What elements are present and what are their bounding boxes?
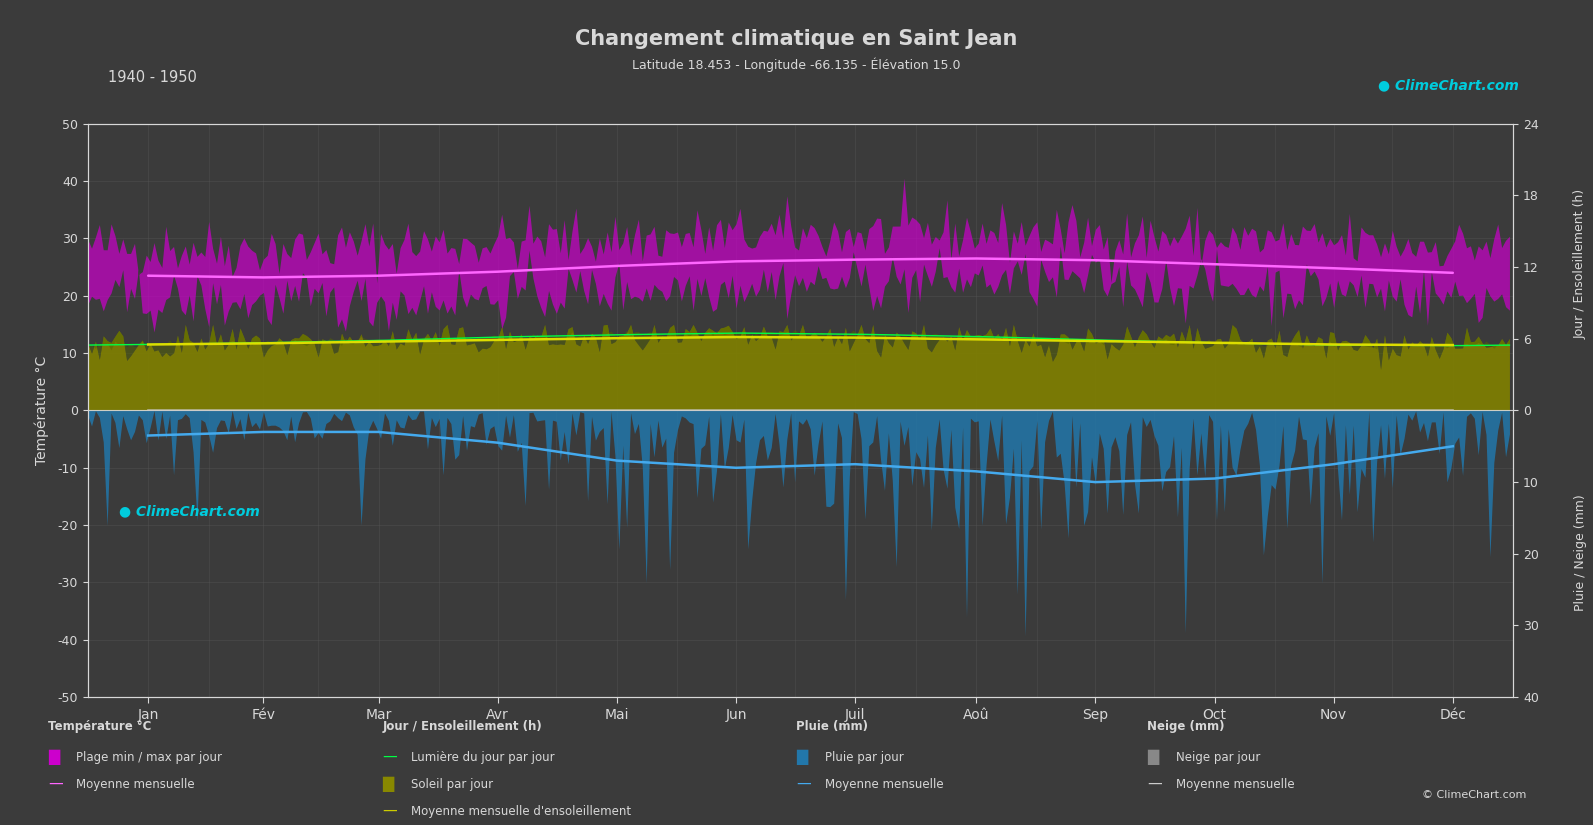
Text: Température °C: Température °C (48, 720, 151, 733)
Text: █: █ (382, 776, 393, 792)
Text: Moyenne mensuelle d'ensoleillement: Moyenne mensuelle d'ensoleillement (411, 805, 631, 818)
Text: © ClimeChart.com: © ClimeChart.com (1421, 790, 1526, 800)
Text: Pluie (mm): Pluie (mm) (796, 720, 868, 733)
Text: ● ClimeChart.com: ● ClimeChart.com (1378, 78, 1518, 92)
Text: Pluie par jour: Pluie par jour (825, 751, 903, 764)
Text: Neige (mm): Neige (mm) (1147, 720, 1225, 733)
Text: Moyenne mensuelle: Moyenne mensuelle (76, 778, 194, 791)
Text: Jour / Ensoleillement (h): Jour / Ensoleillement (h) (1574, 189, 1587, 339)
Text: —: — (48, 776, 62, 791)
Text: Latitude 18.453 - Longitude -66.135 - Élévation 15.0: Latitude 18.453 - Longitude -66.135 - Él… (632, 58, 961, 73)
Text: 1940 - 1950: 1940 - 1950 (108, 70, 198, 85)
Text: █: █ (796, 749, 808, 765)
Text: Pluie / Neige (mm): Pluie / Neige (mm) (1574, 494, 1587, 611)
Text: █: █ (48, 749, 59, 765)
Text: Plage min / max par jour: Plage min / max par jour (76, 751, 223, 764)
Text: Changement climatique en Saint Jean: Changement climatique en Saint Jean (575, 29, 1018, 49)
Text: ● ClimeChart.com: ● ClimeChart.com (119, 505, 260, 518)
Text: —: — (382, 748, 397, 764)
Y-axis label: Température °C: Température °C (35, 356, 49, 465)
Text: █: █ (1147, 749, 1158, 765)
Text: —: — (1147, 776, 1161, 791)
Text: Neige par jour: Neige par jour (1176, 751, 1260, 764)
Text: —: — (796, 776, 811, 791)
Text: Moyenne mensuelle: Moyenne mensuelle (1176, 778, 1294, 791)
Text: Jour / Ensoleillement (h): Jour / Ensoleillement (h) (382, 720, 542, 733)
Text: Soleil par jour: Soleil par jour (411, 778, 494, 791)
Text: —: — (382, 803, 397, 818)
Text: Lumière du jour par jour: Lumière du jour par jour (411, 751, 554, 764)
Text: Moyenne mensuelle: Moyenne mensuelle (825, 778, 943, 791)
